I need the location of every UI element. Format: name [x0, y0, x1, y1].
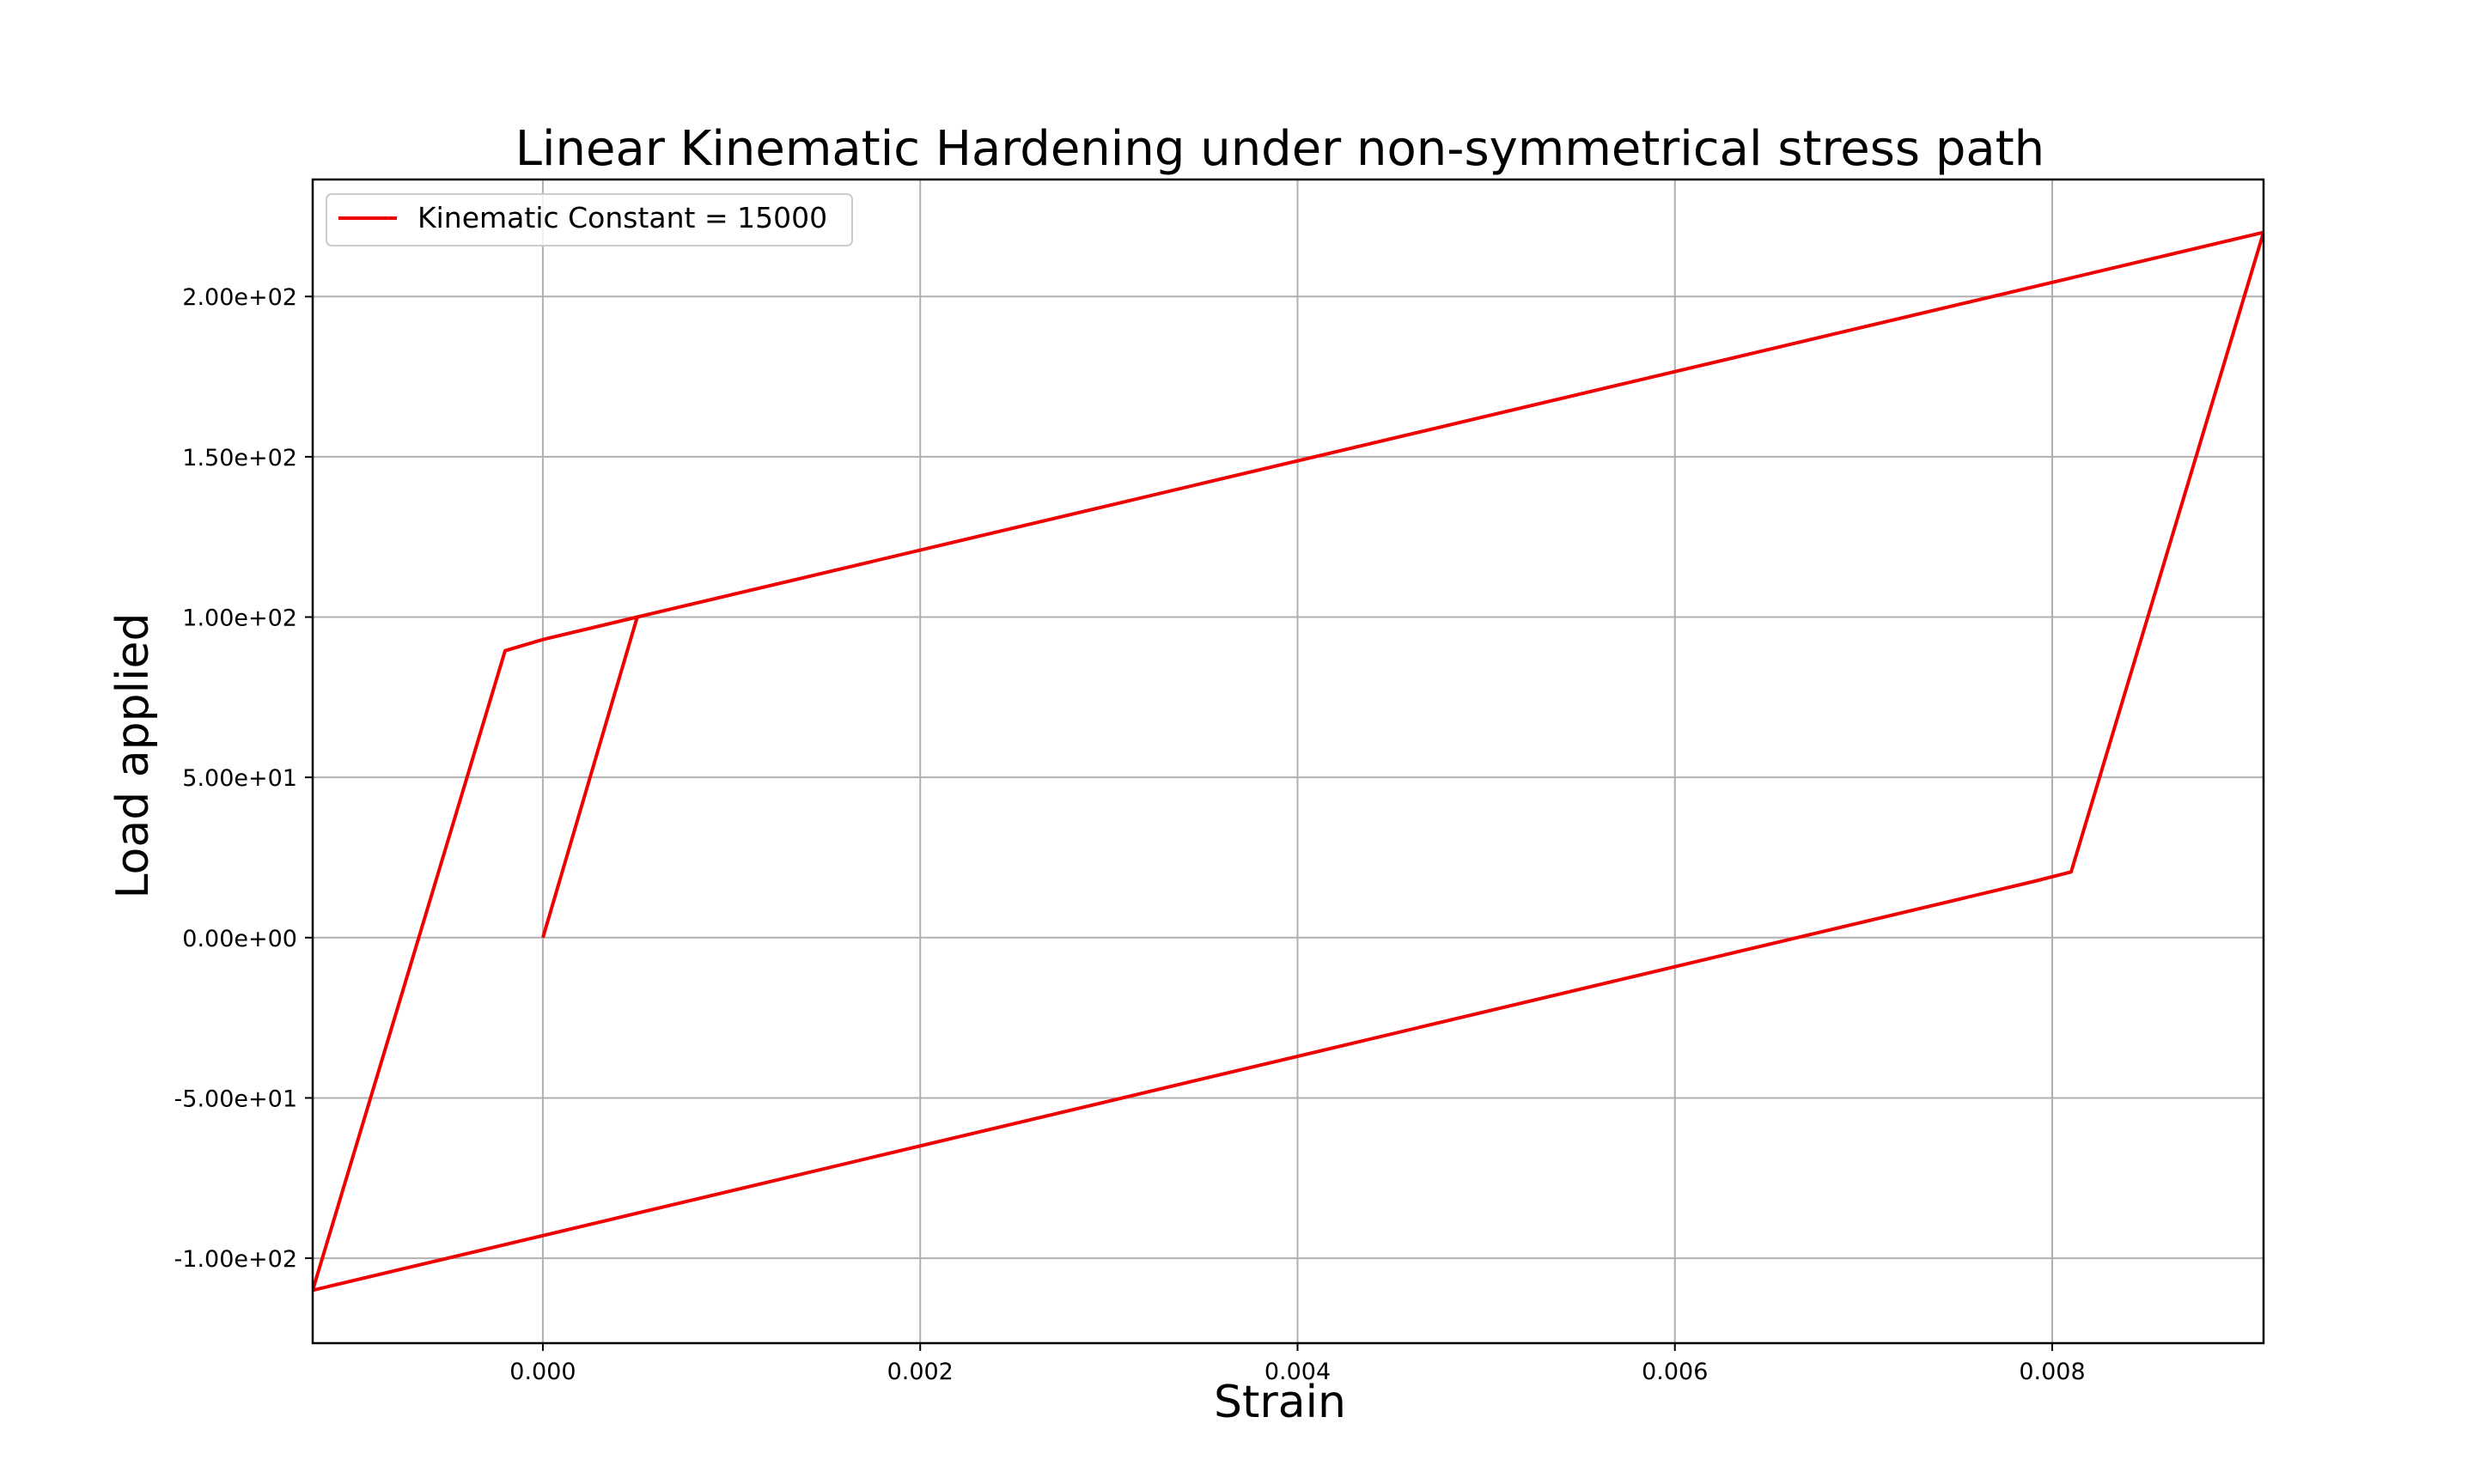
y-axis-label: Load applied: [107, 612, 159, 898]
chart-title: Linear Kinematic Hardening under non-sym…: [515, 121, 2044, 177]
y-tick-label-1: 1.50e+02: [182, 445, 297, 471]
legend-label-kinematic: Kinematic Constant = 15000: [417, 201, 827, 234]
series-layer: [313, 230, 2264, 1292]
y-axis-ticks: 2.00e+02 1.50e+02 1.00e+02 5.00e+01 0.00e+00…: [174, 284, 313, 1273]
x-tick-label-2: 0.004: [1264, 1359, 1331, 1385]
x-axis-ticks: 0.000 0.002 0.004 0.006 0.008: [509, 1343, 2086, 1385]
x-tick-label-4: 0.008: [2019, 1359, 2085, 1385]
y-tick-label-5: -5.00e+01: [174, 1086, 297, 1112]
y-tick-label-4: 0.00e+00: [182, 926, 297, 952]
plot-frame: [311, 178, 2265, 1345]
legend: Kinematic Constant = 15000: [326, 193, 853, 246]
y-tick-label-0: 2.00e+02: [182, 284, 297, 311]
x-tick-label-0: 0.000: [509, 1359, 576, 1385]
legend-box: [326, 193, 853, 246]
series-line-0: [313, 230, 2264, 1292]
x-tick-label-3: 0.006: [1642, 1359, 1708, 1385]
x-tick-label-1: 0.002: [887, 1359, 954, 1385]
y-tick-label-6: -1.00e+02: [174, 1246, 297, 1273]
y-tick-label-2: 1.00e+02: [182, 605, 297, 632]
y-tick-label-3: 5.00e+01: [182, 765, 297, 792]
x-axis-label: Strain: [1214, 1377, 1346, 1428]
